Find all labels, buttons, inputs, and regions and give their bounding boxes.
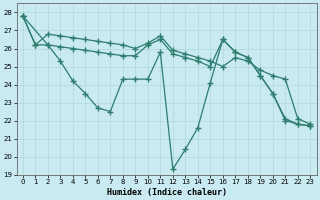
X-axis label: Humidex (Indice chaleur): Humidex (Indice chaleur) (107, 188, 227, 197)
